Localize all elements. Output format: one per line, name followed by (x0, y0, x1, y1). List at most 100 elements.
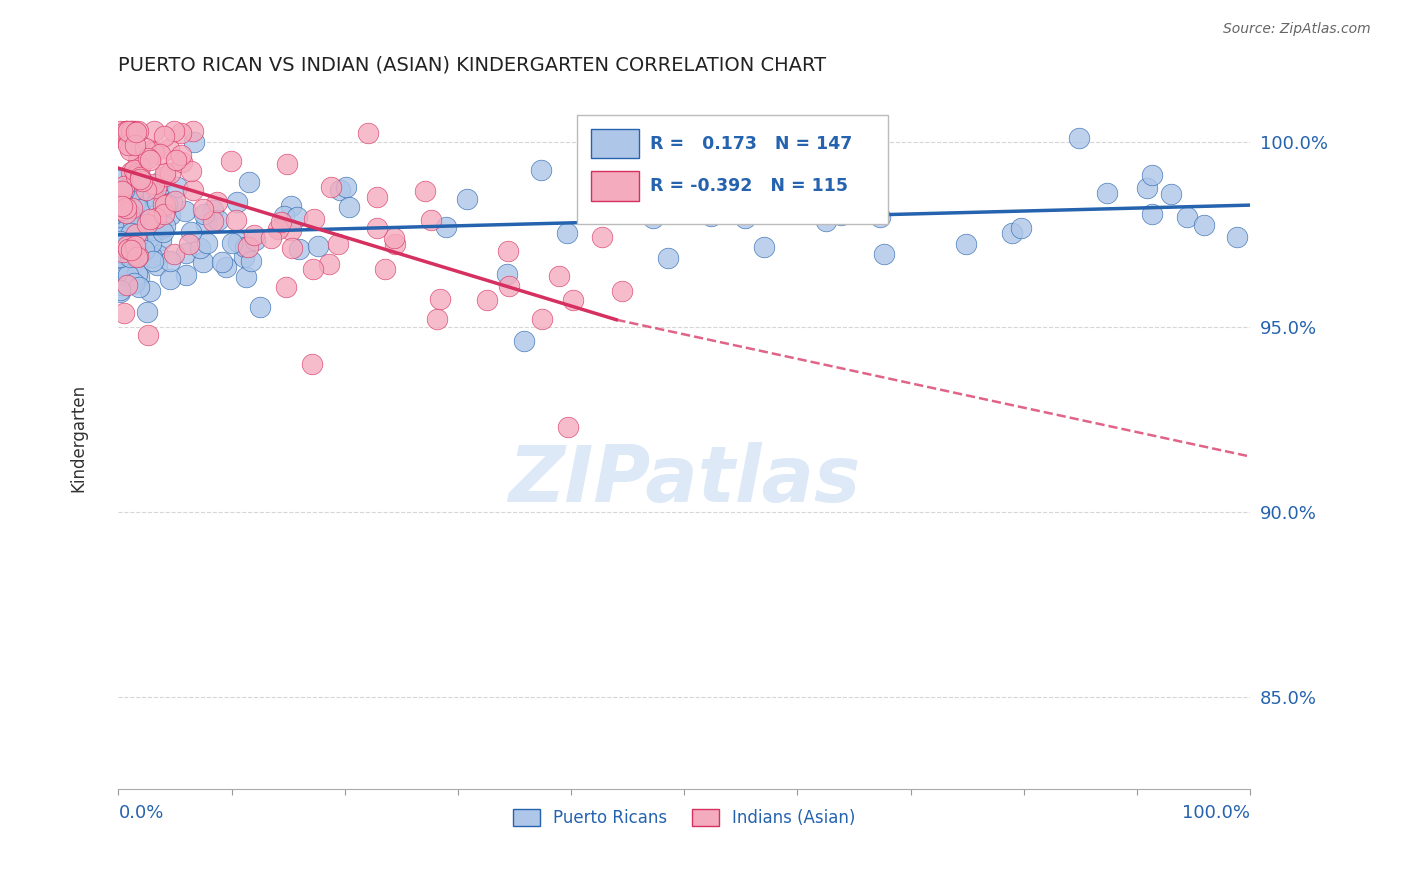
Point (276, 157, 298, 171)
Point (127, 250, 149, 264)
Point (174, 203, 197, 218)
Point (193, 202, 215, 216)
Point (169, 126, 191, 140)
Point (657, 252, 679, 266)
Point (115, 133, 138, 147)
Point (610, 285, 633, 299)
Point (281, 241, 304, 255)
Point (115, 124, 138, 138)
Point (138, 230, 160, 244)
Point (202, 214, 225, 228)
Point (120, 124, 142, 138)
Point (141, 250, 163, 264)
Point (513, 334, 536, 349)
Point (302, 262, 325, 277)
Point (121, 259, 143, 273)
Point (1010, 220, 1032, 235)
Point (120, 185, 142, 199)
Point (142, 145, 165, 159)
Point (225, 195, 247, 210)
Point (193, 207, 215, 221)
Point (117, 234, 139, 248)
Point (115, 124, 138, 138)
Text: R = -0.392   N = 115: R = -0.392 N = 115 (650, 177, 848, 194)
Point (243, 227, 266, 242)
Point (132, 150, 155, 164)
Point (136, 328, 159, 343)
Point (477, 293, 499, 307)
Point (531, 312, 554, 326)
Point (150, 233, 173, 247)
Point (149, 222, 172, 236)
Point (146, 248, 169, 262)
Point (955, 236, 977, 251)
Point (643, 211, 665, 225)
Point (307, 239, 329, 253)
Text: 100.0%: 100.0% (1182, 804, 1250, 822)
Point (139, 212, 162, 227)
Point (1140, 168, 1163, 182)
Point (318, 257, 340, 271)
Point (129, 242, 152, 256)
Point (124, 239, 146, 253)
Point (274, 280, 297, 294)
Point (122, 185, 145, 199)
Point (548, 268, 571, 283)
Point (117, 136, 139, 150)
Point (240, 254, 263, 268)
Point (374, 262, 396, 277)
Point (125, 244, 148, 258)
Point (124, 238, 146, 252)
Point (149, 147, 172, 161)
Point (111, 193, 134, 207)
Point (143, 219, 166, 233)
Point (129, 234, 152, 248)
Point (190, 241, 212, 255)
Point (337, 200, 360, 214)
Point (496, 267, 519, 281)
Point (249, 300, 271, 314)
Point (131, 174, 153, 188)
Point (225, 213, 247, 227)
Point (127, 196, 149, 211)
Point (120, 143, 142, 157)
Point (114, 241, 136, 255)
Point (1095, 186, 1118, 200)
Point (162, 124, 184, 138)
Point (139, 153, 162, 167)
Point (202, 202, 225, 217)
Point (121, 176, 143, 190)
Point (128, 172, 150, 186)
Point (156, 197, 179, 211)
FancyBboxPatch shape (592, 129, 638, 159)
Point (120, 178, 142, 193)
Point (152, 207, 174, 221)
Point (384, 237, 406, 252)
Point (145, 181, 167, 195)
Point (270, 215, 292, 229)
Text: Source: ZipAtlas.com: Source: ZipAtlas.com (1223, 22, 1371, 37)
Point (114, 200, 136, 214)
Point (108, 173, 131, 187)
Point (153, 169, 176, 183)
Point (115, 201, 138, 215)
Point (830, 208, 852, 222)
Point (159, 271, 181, 285)
Point (434, 219, 457, 234)
Point (221, 236, 243, 251)
FancyBboxPatch shape (576, 115, 887, 224)
Point (111, 199, 134, 213)
Point (163, 194, 186, 209)
Text: R =   0.173   N = 147: R = 0.173 N = 147 (650, 135, 852, 153)
Text: PUERTO RICAN VS INDIAN (ASIAN) KINDERGARTEN CORRELATION CHART: PUERTO RICAN VS INDIAN (ASIAN) KINDERGAR… (118, 55, 827, 74)
Point (752, 240, 775, 254)
Point (142, 189, 165, 203)
Point (125, 240, 148, 254)
Point (108, 124, 131, 138)
Point (207, 213, 229, 227)
Point (153, 194, 176, 208)
Point (285, 210, 308, 224)
Point (117, 268, 139, 282)
Point (117, 124, 139, 138)
Point (125, 169, 148, 184)
